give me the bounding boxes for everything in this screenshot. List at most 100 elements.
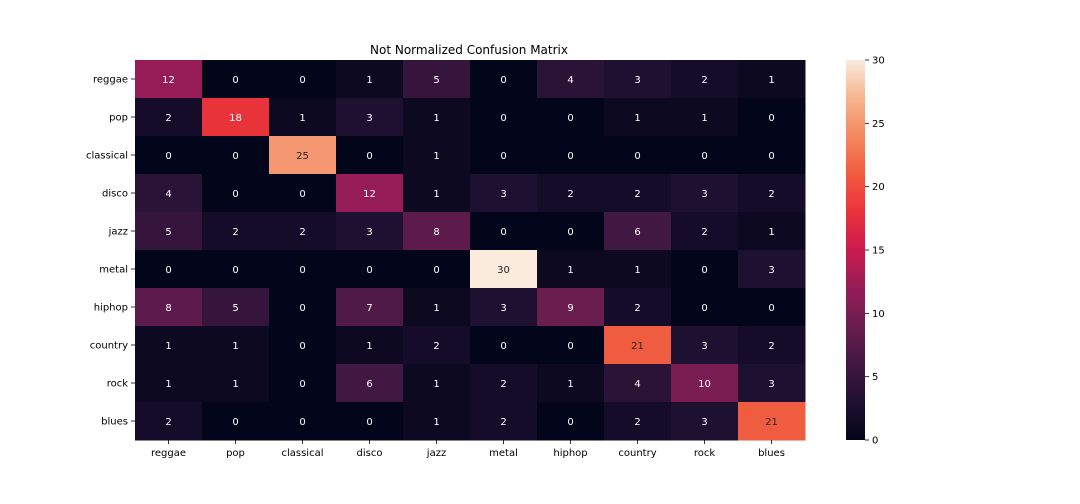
cell-value-label: 0	[366, 417, 372, 428]
cell-value-label: 4	[567, 75, 573, 86]
heatmap-cell	[336, 326, 404, 365]
heatmap-cell	[269, 288, 337, 327]
heatmap-cell	[671, 326, 739, 365]
heatmap-cell	[336, 60, 404, 99]
heatmap-cell	[604, 250, 672, 289]
heatmap-cell	[269, 136, 337, 175]
cell-value-label: 2	[299, 227, 305, 238]
heatmap-cell	[738, 364, 806, 403]
cell-value-label: 7	[366, 303, 372, 314]
cell-value-label: 0	[500, 113, 506, 124]
heatmap-cell	[403, 288, 471, 327]
heatmap-cell	[202, 402, 270, 441]
heatmap-cell	[671, 288, 739, 327]
heatmap-cell	[403, 136, 471, 175]
cell-value-label: 0	[299, 417, 305, 428]
heatmap-cell	[738, 136, 806, 175]
x-tick-label: hiphop	[553, 448, 587, 459]
heatmap-cell	[537, 364, 605, 403]
x-tick-label: disco	[357, 448, 383, 459]
cell-value-label: 0	[299, 303, 305, 314]
heatmap-cell	[470, 60, 538, 99]
heatmap-cell	[537, 288, 605, 327]
heatmap-cell	[738, 402, 806, 441]
heatmap-cell	[671, 250, 739, 289]
cell-value-label: 0	[366, 265, 372, 276]
heatmap-cell	[738, 212, 806, 251]
x-tick-label: classical	[281, 448, 323, 459]
cell-value-label: 3	[701, 189, 707, 200]
heatmap-cell	[202, 250, 270, 289]
heatmap-cell	[537, 212, 605, 251]
colorbar: 0 5 10 15 20 25 30	[846, 56, 885, 447]
cell-value-label: 5	[433, 75, 439, 86]
heatmap-cell	[537, 174, 605, 213]
cell-value-label: 3	[768, 265, 774, 276]
cell-value-label: 0	[567, 227, 573, 238]
cell-value-label: 4	[165, 189, 171, 200]
heatmap-cell	[537, 250, 605, 289]
cell-value-label: 1	[433, 151, 439, 162]
heatmap-cell	[604, 326, 672, 365]
cell-value-label: 2	[165, 113, 171, 124]
cell-value-label: 1	[701, 113, 707, 124]
cell-value-label: 5	[165, 227, 171, 238]
heatmap-cell	[135, 326, 203, 365]
x-tick-label: country	[618, 448, 656, 459]
cell-value-label: 0	[299, 189, 305, 200]
cell-value-label: 2	[232, 227, 238, 238]
cell-value-label: 0	[768, 303, 774, 314]
heatmap-cell	[537, 326, 605, 365]
cell-value-label: 8	[433, 227, 439, 238]
heatmap-cell	[336, 364, 404, 403]
heatmap-cell	[403, 364, 471, 403]
x-tick-label: rock	[694, 448, 716, 459]
cell-value-label: 2	[634, 417, 640, 428]
cell-value-label: 1	[165, 341, 171, 352]
cell-value-label: 2	[567, 189, 573, 200]
cell-value-label: 2	[701, 227, 707, 238]
heatmap-cell	[604, 60, 672, 99]
heatmap-cell	[738, 98, 806, 137]
cell-value-label: 9	[567, 303, 573, 314]
heatmap-cell	[269, 402, 337, 441]
heatmap-cell	[336, 174, 404, 213]
cell-value-label: 0	[701, 265, 707, 276]
cell-value-label: 1	[232, 379, 238, 390]
cell-value-label: 3	[366, 113, 372, 124]
chart-title: Not Normalized Confusion Matrix	[370, 43, 568, 57]
y-tick-label: blues	[101, 417, 128, 428]
cell-value-label: 2	[768, 341, 774, 352]
colorbar-tick-label: 30	[872, 56, 885, 67]
heatmap-cell	[470, 326, 538, 365]
cell-value-label: 1	[768, 227, 774, 238]
heatmap-cell	[604, 364, 672, 403]
cell-value-label: 0	[701, 151, 707, 162]
heatmap-cell	[604, 174, 672, 213]
heatmap-cell	[269, 60, 337, 99]
heatmap-cell	[671, 174, 739, 213]
heatmap-cell	[403, 60, 471, 99]
heatmap-cell	[604, 288, 672, 327]
heatmap-cell	[738, 288, 806, 327]
heatmap-cell	[671, 212, 739, 251]
heatmap-cell	[738, 174, 806, 213]
cell-value-label: 0	[500, 227, 506, 238]
cell-value-label: 0	[165, 151, 171, 162]
cell-value-label: 3	[701, 341, 707, 352]
cell-value-label: 1	[433, 379, 439, 390]
cell-value-label: 21	[765, 417, 778, 428]
cell-value-label: 2	[701, 75, 707, 86]
cell-value-label: 21	[631, 341, 644, 352]
heatmap-cell	[135, 60, 203, 99]
cell-value-label: 30	[497, 265, 510, 276]
heatmap-cell	[403, 326, 471, 365]
heatmap-cell	[336, 288, 404, 327]
y-tick-label: rock	[107, 379, 129, 390]
heatmap-cell	[604, 402, 672, 441]
colorbar-tick-label: 0	[872, 436, 878, 447]
cell-value-label: 1	[433, 417, 439, 428]
heatmap-cell	[202, 212, 270, 251]
cell-value-label: 3	[768, 379, 774, 390]
x-axis: reggae pop classical disco jazz metal hiphop co…	[151, 440, 785, 459]
